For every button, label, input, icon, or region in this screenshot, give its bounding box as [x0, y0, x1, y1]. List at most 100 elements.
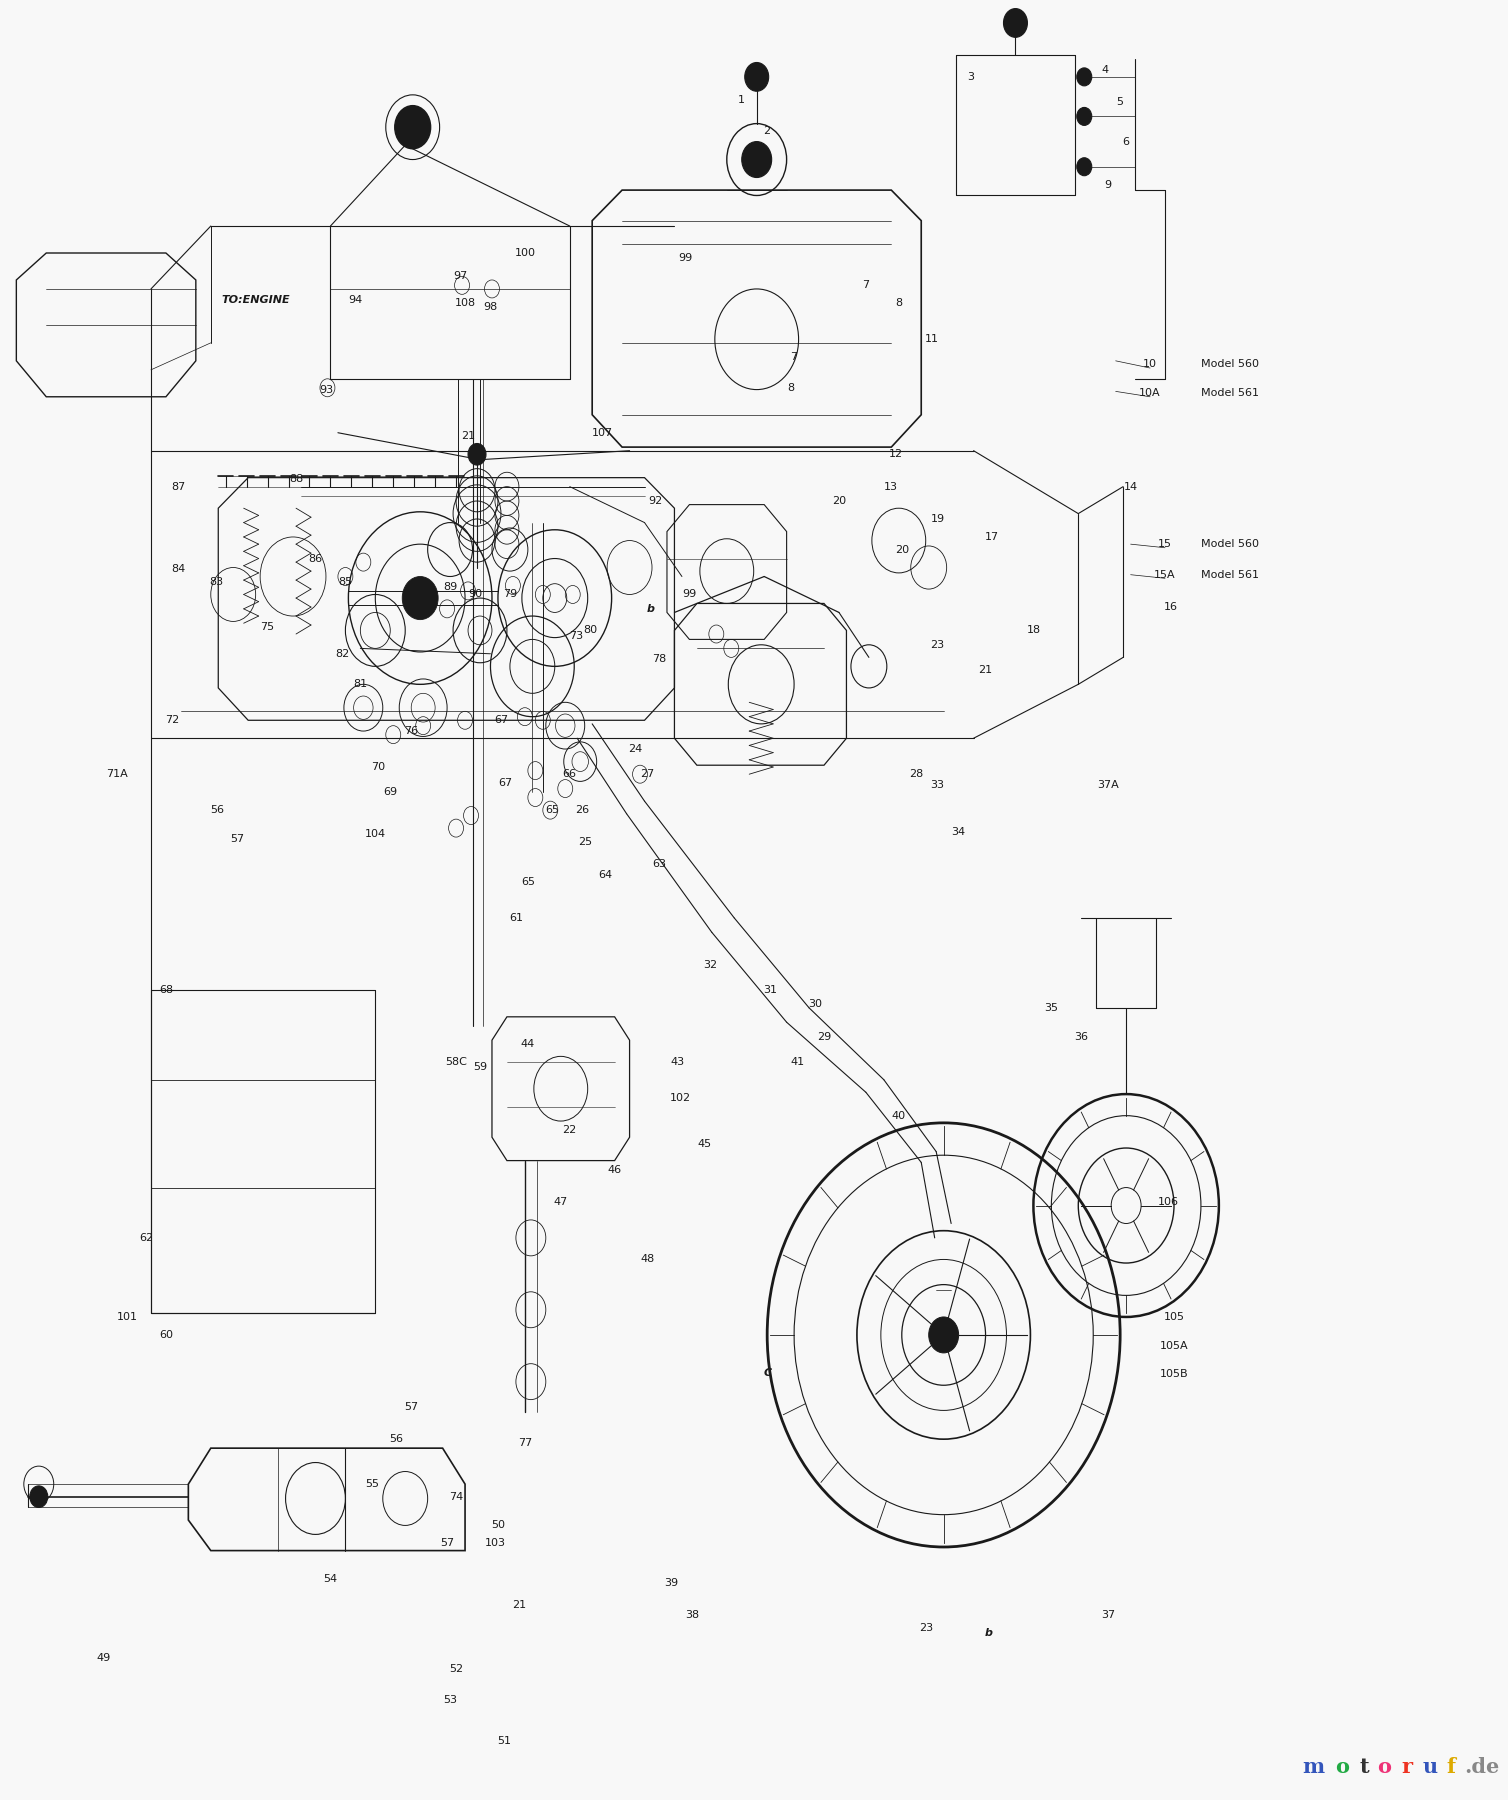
- Text: 23: 23: [918, 1624, 933, 1633]
- Text: 37A: 37A: [1098, 779, 1119, 790]
- Text: 58C: 58C: [445, 1057, 467, 1067]
- Text: 14: 14: [1123, 482, 1137, 491]
- Circle shape: [1003, 9, 1027, 38]
- Text: 29: 29: [817, 1031, 831, 1042]
- Text: 23: 23: [930, 639, 944, 650]
- Circle shape: [1077, 108, 1092, 126]
- Text: Model 560: Model 560: [1200, 540, 1259, 549]
- Text: 90: 90: [469, 589, 483, 599]
- Text: 52: 52: [449, 1665, 463, 1674]
- Text: 25: 25: [578, 837, 591, 848]
- Text: m: m: [1303, 1757, 1324, 1777]
- Text: 85: 85: [338, 576, 353, 587]
- Text: 15: 15: [1158, 540, 1172, 549]
- Circle shape: [403, 576, 439, 619]
- Text: 2: 2: [763, 126, 771, 135]
- Text: 21: 21: [979, 664, 992, 675]
- Text: 81: 81: [353, 679, 368, 689]
- Text: 19: 19: [930, 515, 944, 524]
- Text: 51: 51: [498, 1735, 511, 1746]
- Text: 62: 62: [139, 1233, 154, 1242]
- Text: 107: 107: [593, 428, 614, 437]
- Text: t: t: [1360, 1757, 1369, 1777]
- Text: 105A: 105A: [1160, 1341, 1188, 1350]
- Text: u: u: [1422, 1757, 1437, 1777]
- Text: 98: 98: [484, 302, 498, 311]
- Text: 77: 77: [517, 1438, 532, 1447]
- Text: 83: 83: [210, 576, 223, 587]
- Text: o: o: [1377, 1757, 1392, 1777]
- Text: 7: 7: [863, 281, 870, 290]
- Text: f: f: [1446, 1757, 1455, 1777]
- Circle shape: [1077, 68, 1092, 86]
- Text: 37: 37: [1101, 1611, 1116, 1620]
- Circle shape: [742, 142, 772, 178]
- Text: 16: 16: [1164, 601, 1178, 612]
- Text: 53: 53: [443, 1696, 457, 1705]
- Text: 94: 94: [348, 295, 363, 304]
- Text: 38: 38: [685, 1611, 700, 1620]
- Text: 47: 47: [553, 1197, 569, 1208]
- Circle shape: [395, 106, 431, 149]
- Text: 65: 65: [520, 877, 535, 887]
- Text: 10: 10: [1143, 360, 1157, 369]
- Text: Model 560: Model 560: [1200, 360, 1259, 369]
- Text: 80: 80: [584, 625, 597, 635]
- Text: 76: 76: [404, 725, 418, 736]
- Text: 67: 67: [495, 715, 508, 725]
- Text: 15A: 15A: [1154, 571, 1176, 580]
- Text: 7: 7: [790, 353, 798, 362]
- Text: 32: 32: [703, 959, 718, 970]
- Circle shape: [30, 1485, 48, 1507]
- Text: 87: 87: [170, 482, 185, 491]
- Text: 41: 41: [790, 1057, 804, 1067]
- Text: 92: 92: [648, 497, 662, 506]
- Text: 69: 69: [383, 787, 397, 797]
- Text: Model 561: Model 561: [1200, 571, 1259, 580]
- Text: 72: 72: [164, 715, 179, 725]
- Text: 27: 27: [641, 769, 654, 779]
- Text: 34: 34: [952, 826, 965, 837]
- Text: 61: 61: [508, 913, 523, 923]
- Text: 68: 68: [158, 985, 173, 995]
- Text: 104: 104: [365, 828, 386, 839]
- Text: 71A: 71A: [106, 769, 128, 779]
- Text: 21: 21: [511, 1600, 526, 1609]
- Text: 108: 108: [454, 299, 475, 308]
- Text: 31: 31: [763, 985, 777, 995]
- Text: 100: 100: [514, 248, 535, 257]
- Text: 36: 36: [1074, 1031, 1089, 1042]
- Text: 22: 22: [562, 1125, 578, 1136]
- Text: 105B: 105B: [1160, 1370, 1188, 1379]
- Text: 63: 63: [653, 859, 667, 869]
- Text: 46: 46: [608, 1165, 621, 1175]
- Text: 30: 30: [808, 999, 822, 1010]
- Text: 105: 105: [1164, 1312, 1184, 1321]
- Text: C: C: [763, 1368, 771, 1377]
- Text: 56: 56: [389, 1435, 403, 1444]
- Text: 21: 21: [461, 432, 475, 441]
- Text: 55: 55: [365, 1480, 380, 1489]
- Text: 60: 60: [158, 1330, 173, 1339]
- Text: 10A: 10A: [1139, 389, 1161, 398]
- Text: 8: 8: [896, 299, 902, 308]
- Text: 6: 6: [1122, 137, 1129, 146]
- Text: 66: 66: [562, 769, 576, 779]
- Text: 1: 1: [739, 95, 745, 104]
- Text: 57: 57: [440, 1539, 454, 1548]
- Text: 11: 11: [924, 335, 938, 344]
- Text: 40: 40: [891, 1111, 906, 1121]
- Text: 101: 101: [116, 1312, 137, 1321]
- Text: TO:ENGINE: TO:ENGINE: [222, 295, 290, 304]
- Text: 88: 88: [290, 475, 303, 484]
- Text: 17: 17: [985, 533, 998, 542]
- Text: 93: 93: [318, 385, 333, 394]
- Text: 13: 13: [884, 482, 899, 491]
- Circle shape: [929, 1318, 959, 1354]
- Text: 49: 49: [97, 1654, 110, 1663]
- Text: 44: 44: [520, 1039, 535, 1049]
- Text: 50: 50: [492, 1521, 505, 1530]
- Text: 78: 78: [653, 653, 667, 664]
- Text: 26: 26: [575, 805, 588, 815]
- Text: 56: 56: [210, 805, 223, 815]
